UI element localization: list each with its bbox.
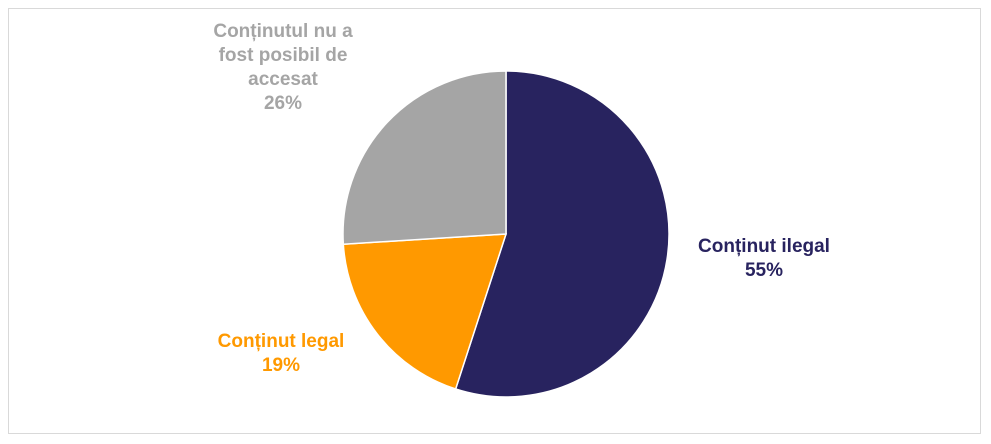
pie-label-line: Conținut legal <box>218 331 345 352</box>
pie-slice-3 <box>342 70 507 246</box>
pie-label-line: Conținut ilegal <box>698 236 830 257</box>
pie-label-2: Conținut legal 19% <box>218 331 345 376</box>
pie-slices <box>342 70 670 398</box>
pie-label-line: 55% <box>745 260 783 281</box>
pie-label-line: 19% <box>262 355 300 376</box>
pie-label-line: Conținutul nu a <box>213 21 353 42</box>
chart-area: Conținut ilegal 55% Conținut legal 19% Conți… <box>8 8 981 434</box>
pie-label-3: Conținutul nu a fost posibil de accesat 26% <box>213 21 353 114</box>
pie-label-line: fost posibil de <box>219 45 348 66</box>
pie-chart: Conținut ilegal 55%Conținut legal 19%Conți… <box>213 21 830 398</box>
pie-slice-2 <box>342 233 508 390</box>
pie-label-line: accesat <box>248 69 318 90</box>
pie-labels: Conținut ilegal 55%Conținut legal 19%Conți… <box>213 21 830 376</box>
pie-label-1: Conținut ilegal 55% <box>698 236 830 281</box>
pie-label-line: 26% <box>264 93 302 114</box>
pie-slice-1 <box>454 70 670 398</box>
